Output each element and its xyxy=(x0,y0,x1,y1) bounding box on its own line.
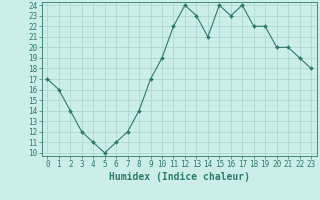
X-axis label: Humidex (Indice chaleur): Humidex (Indice chaleur) xyxy=(109,172,250,182)
